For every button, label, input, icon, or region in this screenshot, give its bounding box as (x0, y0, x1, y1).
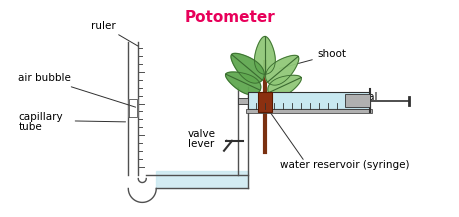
Text: tube: tube (19, 122, 42, 132)
Text: rubber seal: rubber seal (274, 92, 377, 102)
Bar (345, 94, 369, 107)
Bar (248, 92, 369, 109)
Text: ruler: ruler (90, 21, 138, 46)
Bar (246, 109, 372, 113)
Bar (258, 92, 272, 112)
Polygon shape (129, 99, 137, 117)
Text: capillary: capillary (19, 112, 63, 122)
Text: lever: lever (188, 139, 214, 149)
Polygon shape (225, 72, 261, 95)
Text: Potometer: Potometer (185, 10, 275, 25)
Polygon shape (266, 55, 299, 85)
Text: shoot: shoot (280, 49, 347, 69)
Polygon shape (254, 36, 275, 74)
Text: valve: valve (188, 129, 216, 139)
Text: air bubble: air bubble (17, 73, 135, 107)
Polygon shape (231, 53, 264, 83)
Polygon shape (156, 171, 248, 189)
Text: water reservoir (syringe): water reservoir (syringe) (280, 160, 409, 170)
Bar (238, 98, 248, 104)
Polygon shape (268, 75, 301, 97)
